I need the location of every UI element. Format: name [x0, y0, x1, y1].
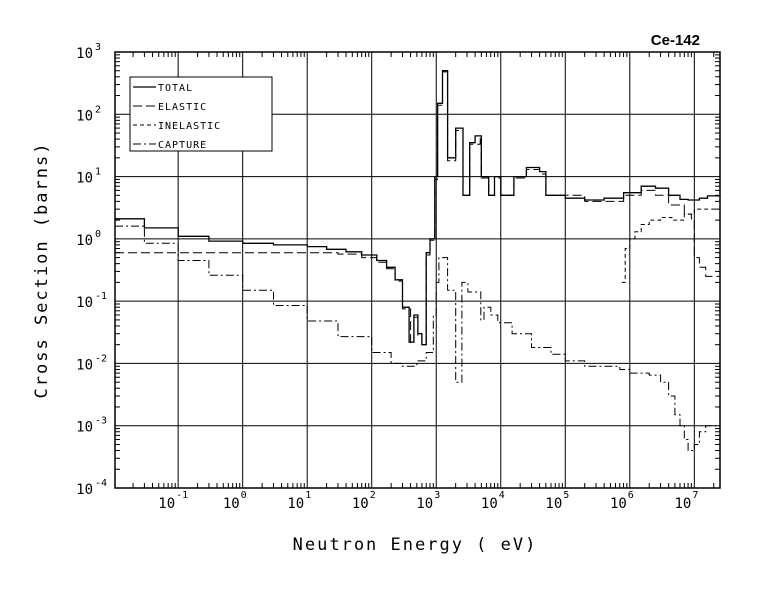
series-inelastic-line	[621, 208, 720, 283]
y-tick-exponent: -3	[95, 416, 107, 427]
y-tick-exponent: 0	[95, 229, 101, 240]
y-tick-exponent: -4	[95, 478, 107, 489]
series-total-line	[115, 70, 721, 346]
x-tick-exponent: 6	[628, 490, 634, 501]
legend-box	[129, 76, 273, 152]
x-tick-exponent: 2	[370, 490, 376, 501]
y-tick-label: 10	[76, 420, 93, 436]
y-tick-label: 10	[76, 357, 93, 373]
x-tick-label: 10	[287, 496, 304, 512]
x-tick-exponent: 0	[241, 490, 247, 501]
x-axis-label: Neutron Energy ( eV)	[293, 535, 538, 555]
y-tick-label: 10	[76, 295, 93, 311]
y-tick-label: 10	[76, 171, 93, 187]
y-tick-label: 10	[76, 108, 93, 124]
legend-label-total: TOTAL	[158, 83, 193, 94]
y-axis-label: Cross Section (barns)	[32, 142, 52, 399]
y-tick-exponent: 3	[95, 42, 101, 53]
y-tick-exponent: -2	[95, 353, 107, 364]
series-layer	[115, 70, 721, 451]
x-tick-exponent: -1	[176, 490, 188, 501]
x-tick-label: 10	[352, 496, 369, 512]
x-tick-exponent: 5	[563, 490, 569, 501]
x-tick-label: 10	[158, 496, 175, 512]
y-tick-exponent: 2	[95, 104, 101, 115]
x-tick-exponent: 4	[499, 490, 505, 501]
legend: TOTAL ELASTIC INELASTIC CAPTURE	[129, 76, 273, 152]
legend-label-elastic: ELASTIC	[158, 102, 207, 113]
x-tick-label: 10	[223, 496, 240, 512]
x-tick-exponent: 7	[692, 490, 698, 501]
x-tick-label: 10	[481, 496, 498, 512]
x-tick-label: 10	[416, 496, 433, 512]
y-tick-label: 10	[76, 482, 93, 498]
grid-lines	[115, 52, 720, 488]
y-tick-label: 10	[76, 233, 93, 249]
x-tick-label: 10	[674, 496, 691, 512]
legend-label-inelastic: INELASTIC	[158, 121, 221, 132]
chart-title: Ce-142	[651, 32, 700, 49]
y-tick-exponent: -1	[95, 291, 107, 302]
x-tick-label: 10	[545, 496, 562, 512]
series-elastic-line	[115, 71, 721, 346]
x-tick-exponent: 1	[305, 490, 311, 501]
x-tick-exponent: 3	[434, 490, 440, 501]
x-tick-label: 10	[610, 496, 627, 512]
plot-frame	[114, 51, 721, 489]
y-tick-exponent: 1	[95, 167, 101, 178]
legend-label-capture: CAPTURE	[158, 140, 207, 151]
series-capture-line	[115, 225, 720, 451]
y-tick-label: 10	[76, 46, 93, 62]
